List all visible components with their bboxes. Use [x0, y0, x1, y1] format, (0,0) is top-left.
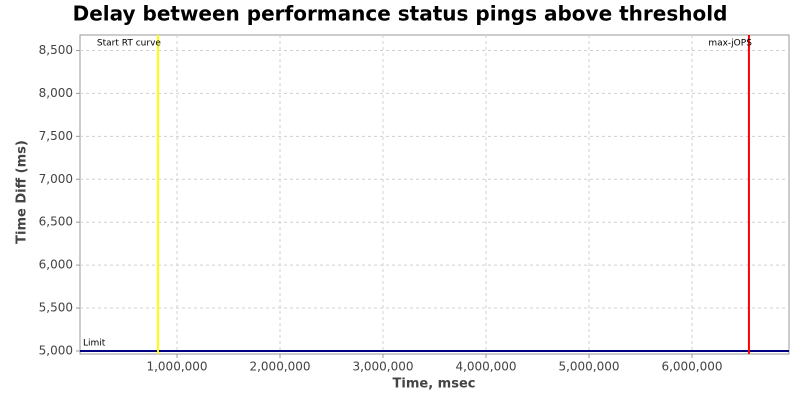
x-tick-label: 4,000,000	[455, 360, 516, 374]
x-tick-label: 1,000,000	[146, 360, 207, 374]
marker-label: Start RT curve	[97, 39, 161, 49]
x-tick-label: 3,000,000	[352, 360, 413, 374]
y-axis-label: Time Diff (ms)	[15, 140, 30, 244]
marker-label: max-jOPS	[708, 39, 752, 49]
y-tick-label: 6,000	[39, 258, 73, 272]
x-tick-label: 2,000,000	[249, 360, 310, 374]
y-tick-label: 5,500	[39, 301, 73, 315]
y-tick-label: 7,000	[39, 172, 73, 186]
x-axis-label: Time, msec	[393, 377, 476, 392]
y-tick-label: 7,500	[39, 129, 73, 143]
y-tick-label: 6,500	[39, 215, 73, 229]
y-tick-label: 5,000	[39, 343, 73, 357]
x-tick-label: 5,000,000	[558, 360, 619, 374]
y-tick-label: 8,000	[39, 86, 73, 100]
plot-area	[79, 34, 790, 355]
y-tick-label: 8,500	[39, 43, 73, 57]
marker-label: Limit	[83, 338, 106, 348]
x-tick-label: 6,000,000	[661, 360, 722, 374]
chart-title: Delay between performance status pings a…	[73, 2, 728, 26]
